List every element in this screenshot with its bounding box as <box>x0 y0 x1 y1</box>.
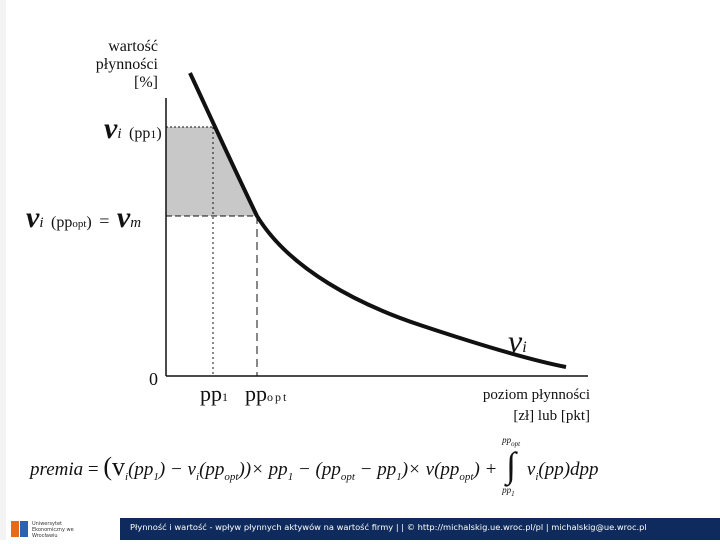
curve-label-sub: i <box>522 339 527 356</box>
y-axis-label-line2: płynności <box>95 56 158 73</box>
pp1-tick-label: pp1 <box>200 381 228 407</box>
origin-zero: 0 <box>149 369 158 389</box>
left-edge-strip <box>0 0 6 540</box>
curve-label-symbol: v <box>508 323 523 359</box>
formula-plus: ) + <box>473 459 498 480</box>
ppopt-argument-sub: opt <box>72 218 87 230</box>
formula-sub-1b: 1 <box>287 470 294 483</box>
vi-symbol-2: v <box>26 201 40 234</box>
pp1-argument-close: ) <box>156 125 162 142</box>
x-axis-label-line1: poziom płynności <box>482 387 590 403</box>
formula-eq: = <box>87 459 99 480</box>
curve-label: vi <box>508 323 527 360</box>
y-axis-label-line1: wartość <box>108 38 158 55</box>
footer-band <box>120 518 720 540</box>
logo-caption: Uniwersytet Ekonomiczny we Wrocławiu <box>32 521 74 539</box>
integral: ∫ ppopt pp1 <box>502 435 522 498</box>
formula-sub-i2: i <box>196 470 200 483</box>
formula-sub-i: i <box>125 470 129 483</box>
vm-symbol: v <box>116 201 131 234</box>
formula-integrand: v <box>526 459 536 480</box>
vi-subscript-2: i <box>39 215 44 231</box>
university-logo: Uniwersytet Ekonomiczny we Wrocławiu <box>10 519 115 539</box>
pp1-argument-sub: 1 <box>150 127 157 141</box>
formula-sub-opt-b: opt <box>340 470 355 483</box>
formula-minus-pp1: − pp <box>354 459 397 480</box>
formula-minus: − (pp <box>293 459 341 480</box>
x-axis-label-line2: [zł] lub [pkt] <box>513 408 590 424</box>
formula-integrand-rest: (pp)dpp <box>538 459 599 480</box>
footer-text: Płynność i wartość - wpływ płynnych akty… <box>130 522 647 532</box>
vm-subscript: m <box>130 215 142 231</box>
formula-term1-mid2: (pp <box>199 459 225 480</box>
x-axis-label: poziom płynności [zł] lub [pkt] <box>440 385 590 427</box>
ue-logo-icon <box>11 521 28 537</box>
pp1-tick-sub: 1 <box>222 390 228 404</box>
ppopt-tick-label: ppopt <box>245 381 288 407</box>
formula-times-v: )× v(pp <box>401 459 460 480</box>
formula-sub-1a: 1 <box>153 470 159 483</box>
vi-symbol: v <box>104 112 118 145</box>
ppopt-argument-close: ) <box>86 214 92 231</box>
formula-lhs: premia <box>30 459 84 480</box>
pp1-tick-text: pp <box>200 381 222 406</box>
vi-pp1-label: vi (pp1) <box>104 112 162 146</box>
vi-subscript: i <box>117 126 122 142</box>
y-axis-label: wartość płynności [%] <box>70 38 158 92</box>
footer-bar: Uniwersytet Ekonomiczny we Wrocławiu Pły… <box>0 518 720 540</box>
formula-times-pp1: ))× pp <box>238 459 288 480</box>
liquidity-value-curve <box>188 72 567 369</box>
ppopt-argument: (pp <box>51 214 73 231</box>
formula-integrand-sub: i <box>535 470 539 483</box>
formula-sub-opt-a: opt <box>224 470 239 483</box>
premium-formula: premia = (vi(pp1) − vi(ppopt))× pp1 − (p… <box>30 435 710 498</box>
formula-term1-rest: (pp <box>128 459 154 480</box>
ppopt-tick-text: pp <box>245 381 267 406</box>
formula-term1: (v <box>103 452 126 481</box>
vi-ppopt-equals-vm-label: vi (ppopt) = vm <box>26 201 141 235</box>
integral-upper: ppopt <box>502 434 521 448</box>
formula-sub-opt-c: opt <box>459 470 474 483</box>
premium-shaded-area <box>166 127 257 216</box>
formula-sub-1c: 1 <box>396 470 402 483</box>
equals-sign: = <box>99 211 110 231</box>
ppopt-tick-sub: opt <box>267 390 289 404</box>
integral-sign: ∫ <box>506 444 516 485</box>
integral-lower: pp1 <box>502 484 515 498</box>
formula-term1-mid: ) − v <box>158 459 196 480</box>
y-axis-label-line3: [%] <box>134 74 158 91</box>
pp1-argument: (pp <box>129 125 151 142</box>
